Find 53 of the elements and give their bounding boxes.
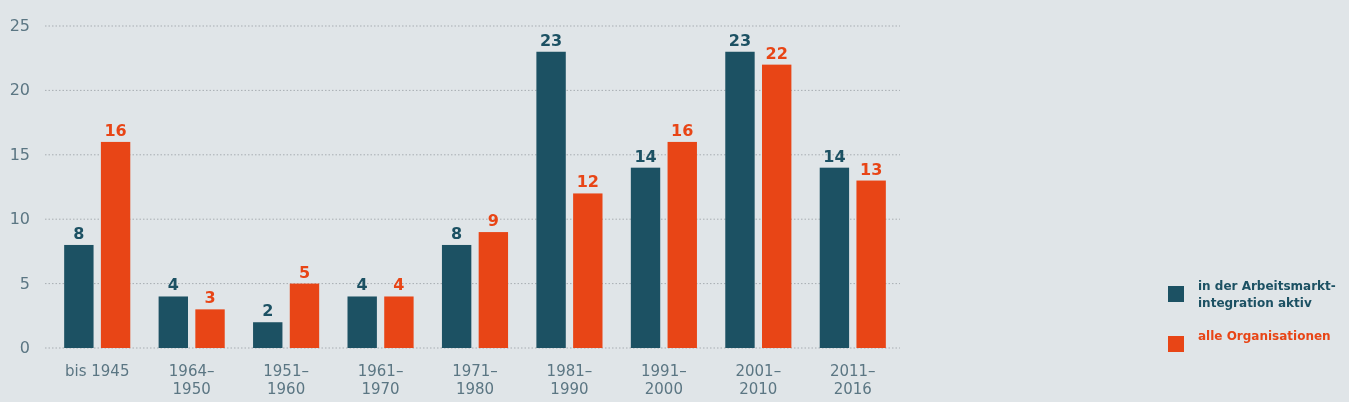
bar	[384, 296, 414, 348]
bar	[347, 296, 377, 348]
data-label: 23	[728, 30, 752, 50]
x-tick-label: 1964–1950	[168, 362, 215, 398]
data-label: 16	[104, 120, 127, 140]
data-label: 23	[539, 30, 563, 50]
bar	[100, 141, 131, 348]
bar	[536, 51, 566, 348]
data-label: 3	[204, 288, 216, 308]
bar	[289, 283, 320, 348]
x-tick-label: 1981–1990	[546, 362, 593, 398]
data-label: 13	[860, 159, 883, 179]
x-tick-label: 2001–2010	[735, 362, 782, 398]
bar	[725, 51, 755, 348]
data-label: 14	[634, 146, 657, 166]
bar	[856, 180, 886, 348]
data-label: 16	[671, 120, 694, 140]
y-tick-label: 5	[19, 273, 30, 293]
bar	[573, 193, 603, 348]
x-tick-label: 2011–2016	[829, 362, 876, 398]
y-tick-label: 10	[9, 209, 30, 229]
bar	[762, 64, 792, 348]
data-label: 4	[167, 275, 179, 295]
data-label: 5	[298, 262, 311, 282]
bar	[441, 244, 472, 348]
x-tick-label: 1961–1970	[357, 362, 404, 398]
legend-label: in der Arbeitsmarkt-integration aktiv	[1198, 279, 1336, 310]
bar	[64, 244, 94, 348]
data-label: 2	[262, 301, 274, 321]
bar	[158, 296, 188, 348]
data-label: 22	[765, 43, 788, 63]
data-label: 9	[487, 211, 499, 231]
x-tick-label: 1991–2000	[641, 362, 687, 398]
data-label: 4	[393, 275, 405, 295]
y-tick-label: 20	[9, 80, 30, 100]
bar	[819, 167, 850, 348]
data-label: 12	[576, 172, 599, 192]
y-tick-label: 15	[9, 144, 30, 164]
data-label: 4	[356, 275, 368, 295]
bar	[478, 232, 509, 348]
data-label: 8	[451, 223, 463, 243]
bar	[253, 322, 283, 348]
data-label: 8	[73, 223, 85, 243]
bar	[195, 309, 225, 348]
data-label: 14	[823, 146, 846, 166]
y-tick-label: 25	[9, 16, 30, 35]
x-tick-label: bis 1945	[65, 362, 130, 380]
y-tick-label: 0	[19, 338, 30, 357]
x-tick-label: 1951–1960	[263, 362, 309, 398]
x-tick-label: 1971–1980	[452, 362, 498, 398]
bar	[667, 141, 697, 348]
legend-label: alle Organisationen	[1198, 329, 1331, 343]
bar	[630, 167, 661, 348]
